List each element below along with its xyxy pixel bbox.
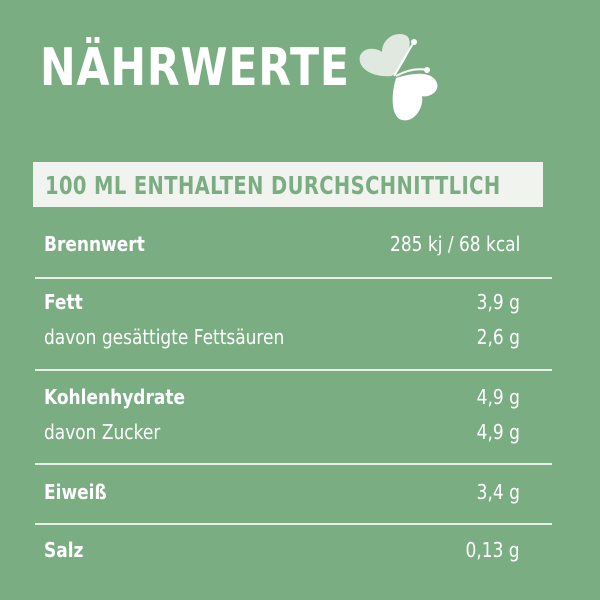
page-title: NÄHRWERTE bbox=[40, 38, 350, 98]
row-label: davon Zucker bbox=[44, 420, 161, 444]
row-label: Fett bbox=[44, 290, 83, 314]
row-value: 0,13 g bbox=[465, 538, 520, 562]
divider bbox=[35, 277, 552, 279]
row-value: 4,9 g bbox=[476, 420, 520, 444]
divider bbox=[35, 463, 552, 465]
row-label: Salz bbox=[44, 538, 84, 562]
row-label: Kohlenhydrate bbox=[44, 385, 185, 409]
row-value: 3,4 g bbox=[476, 480, 520, 504]
row-label: Brennwert bbox=[44, 232, 145, 256]
serving-banner: 100 ML ENTHALTEN DURCHSCHNITTLICH bbox=[33, 162, 543, 207]
banner-text: 100 ML ENTHALTEN DURCHSCHNITTLICH bbox=[45, 171, 501, 200]
row-value: 285 kj / 68 kcal bbox=[389, 232, 520, 256]
row-label: davon gesättigte Fettsäuren bbox=[44, 325, 285, 349]
row-value: 3,9 g bbox=[476, 290, 520, 314]
row-value: 2,6 g bbox=[476, 325, 520, 349]
divider bbox=[35, 369, 552, 371]
butterfly-icon bbox=[359, 33, 438, 121]
row-label: Eiweiß bbox=[44, 480, 107, 504]
row-value: 4,9 g bbox=[476, 385, 520, 409]
divider bbox=[35, 523, 552, 525]
